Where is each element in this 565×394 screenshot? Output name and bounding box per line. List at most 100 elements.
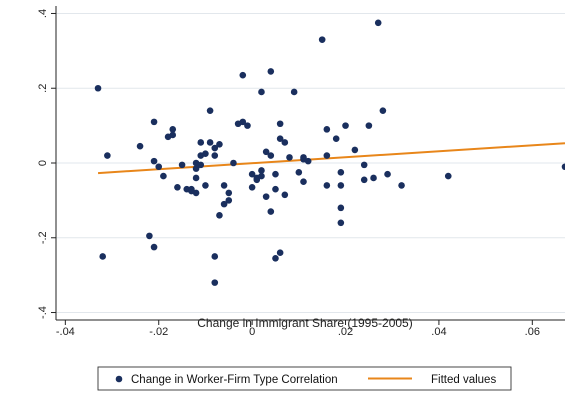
scatter-point bbox=[281, 139, 289, 146]
scatter-point bbox=[286, 154, 293, 161]
scatter-point bbox=[146, 232, 153, 240]
scatter-point bbox=[155, 163, 163, 171]
scatter-point bbox=[398, 182, 405, 189]
scatter-point bbox=[174, 183, 181, 191]
scatter-point bbox=[206, 139, 214, 146]
x-tick-label: .06 bbox=[525, 326, 540, 338]
scatter-point bbox=[360, 161, 368, 169]
scatter-point bbox=[444, 172, 452, 180]
scatter-point bbox=[267, 208, 275, 215]
scatter-point bbox=[276, 249, 284, 257]
legend-box bbox=[97, 366, 512, 391]
scatter-point bbox=[211, 144, 219, 152]
legend-label-scatter: Change in Worker-Firm Type Correlation bbox=[131, 374, 338, 386]
y-tick-label: .4 bbox=[37, 9, 49, 18]
scatter-point bbox=[206, 107, 214, 114]
x-tick-label: -.04 bbox=[56, 326, 75, 338]
scatter-point bbox=[258, 172, 265, 180]
scatter-point bbox=[337, 219, 345, 227]
scatter-point bbox=[216, 141, 223, 148]
legend: Change in Worker-Firm Type Correlation F… bbox=[97, 366, 512, 391]
scatter-point bbox=[225, 197, 233, 204]
scatter-point bbox=[300, 178, 307, 185]
scatter-point bbox=[360, 176, 368, 184]
scatter-point bbox=[561, 163, 565, 171]
scatter-point bbox=[248, 170, 256, 178]
scatter-point bbox=[332, 135, 340, 143]
scatter-point bbox=[202, 182, 209, 189]
scatter-point bbox=[169, 131, 177, 139]
scatter-point bbox=[337, 182, 345, 189]
scatter-point bbox=[267, 68, 275, 75]
scatter-point bbox=[220, 200, 228, 208]
y-tick-label: -.2 bbox=[37, 231, 49, 244]
scatter-point bbox=[323, 152, 331, 159]
scatter-point bbox=[197, 161, 205, 169]
scatter-point bbox=[337, 169, 345, 176]
scatter-point bbox=[160, 172, 167, 180]
legend-label-fitted: Fitted values bbox=[431, 374, 496, 386]
scatter-point bbox=[211, 253, 219, 260]
y-tick-label: .2 bbox=[37, 84, 49, 93]
scatter-point bbox=[290, 88, 298, 96]
scatter-point bbox=[202, 150, 209, 157]
legend-marker-scatter bbox=[115, 375, 123, 383]
x-tick-label: 0 bbox=[249, 326, 255, 338]
scatter-point bbox=[244, 122, 251, 129]
scatter-point bbox=[150, 243, 158, 251]
scatter-point bbox=[304, 157, 312, 165]
scatter-point bbox=[337, 204, 345, 212]
scatter-point bbox=[192, 165, 200, 172]
scatter-point bbox=[342, 122, 349, 129]
scatter-point bbox=[225, 189, 233, 197]
scatter-point bbox=[374, 19, 382, 27]
scatter-point bbox=[295, 169, 303, 176]
scatter-point bbox=[99, 253, 106, 260]
scatter-point bbox=[150, 157, 158, 165]
x-tick-label: .04 bbox=[431, 326, 446, 338]
axes: -.04 -.02 0 .02 .04 .06 -.4 -.2 0 .2 .4 bbox=[37, 6, 565, 338]
scatter-point bbox=[351, 146, 359, 154]
scatter-point bbox=[104, 152, 111, 159]
scatter-point bbox=[379, 107, 387, 114]
scatter-point bbox=[220, 182, 228, 189]
scatter-point bbox=[94, 84, 102, 92]
scatter-point bbox=[262, 148, 270, 156]
scatter-point bbox=[211, 279, 219, 286]
y-tick-label: 0 bbox=[37, 160, 49, 166]
scatter-point bbox=[276, 135, 284, 143]
x-axis-title: Change in Immigrant Share (1995-2005) bbox=[197, 316, 412, 330]
scatter-point bbox=[267, 152, 275, 159]
scatter-point bbox=[150, 118, 158, 126]
scatter-point bbox=[323, 182, 331, 189]
scatter-point bbox=[192, 174, 200, 182]
scatter-point bbox=[136, 142, 144, 150]
scatter-point bbox=[178, 161, 186, 169]
scatter-point bbox=[239, 71, 247, 79]
scatter-point bbox=[197, 139, 205, 146]
scatter-point bbox=[272, 170, 279, 178]
x-tick-label: .02 bbox=[338, 326, 353, 338]
scatter-point bbox=[230, 159, 237, 167]
scatter-point bbox=[272, 185, 279, 193]
scatter-point bbox=[365, 122, 373, 129]
scatter-point bbox=[169, 126, 177, 133]
scatter-point bbox=[248, 183, 256, 191]
scatter-point bbox=[258, 88, 265, 96]
x-tick-label: -.02 bbox=[149, 326, 168, 338]
scatter-point bbox=[253, 176, 261, 184]
series-layer bbox=[94, 19, 565, 286]
scatter-point bbox=[211, 152, 219, 159]
scatter-point bbox=[370, 174, 377, 182]
scatter-point bbox=[276, 120, 284, 128]
scatter-point bbox=[216, 212, 223, 219]
fitted-line bbox=[97, 142, 565, 175]
scatter-point bbox=[318, 36, 326, 43]
scatter-point bbox=[262, 193, 270, 200]
scatter-point bbox=[281, 191, 289, 199]
scatter-point bbox=[323, 126, 331, 133]
y-tick-label: -.4 bbox=[37, 306, 49, 319]
scatter-point bbox=[192, 189, 200, 197]
